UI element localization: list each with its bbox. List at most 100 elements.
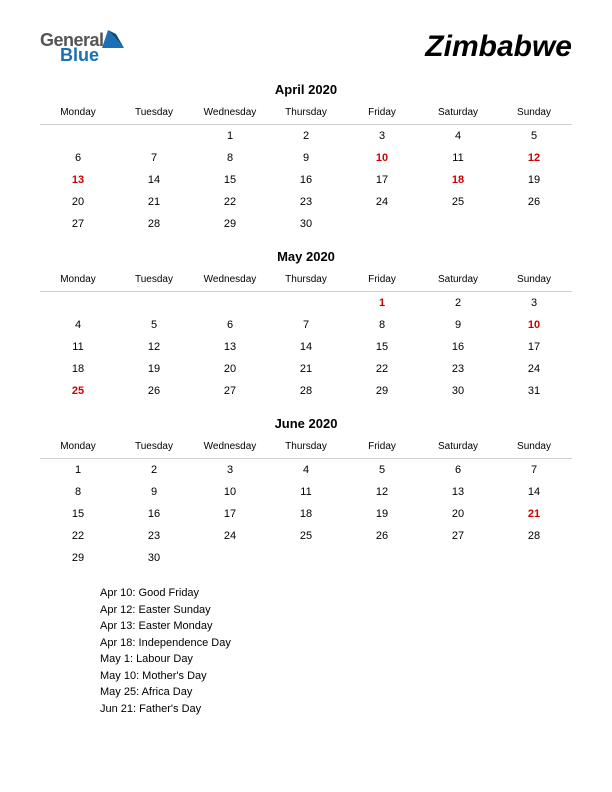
calendar-day-cell: 19 xyxy=(344,503,420,525)
calendar-week-row: 20212223242526 xyxy=(40,191,572,213)
calendar-day-cell xyxy=(268,547,344,569)
calendar-day-cell: 18 xyxy=(268,503,344,525)
calendar-day-cell: 22 xyxy=(192,191,268,213)
calendar-table: MondayTuesdayWednesdayThursdayFridaySatu… xyxy=(40,103,572,235)
calendar-day-cell: 9 xyxy=(420,314,496,336)
logo-triangle-icon xyxy=(102,30,124,48)
calendar-day-cell: 2 xyxy=(116,459,192,482)
calendar-day-cell: 14 xyxy=(496,481,572,503)
logo-blue-text: Blue xyxy=(60,47,104,64)
calendar-day-cell xyxy=(40,125,116,148)
calendar-day-cell: 1 xyxy=(40,459,116,482)
calendar-day-cell: 21 xyxy=(496,503,572,525)
holiday-item: Apr 10: Good Friday xyxy=(100,585,572,602)
calendar-day-cell xyxy=(420,213,496,235)
calendar-day-cell: 7 xyxy=(116,147,192,169)
calendar-day-cell: 17 xyxy=(344,169,420,191)
weekday-header: Thursday xyxy=(268,103,344,125)
calendar-day-cell: 9 xyxy=(116,481,192,503)
calendar-day-cell xyxy=(496,213,572,235)
calendar-day-cell: 27 xyxy=(192,380,268,402)
calendar-day-cell: 6 xyxy=(420,459,496,482)
logo-text: General Blue xyxy=(40,32,104,64)
calendar-day-cell: 26 xyxy=(344,525,420,547)
holiday-item: May 1: Labour Day xyxy=(100,651,572,668)
calendar-day-cell: 1 xyxy=(344,292,420,315)
calendar-day-cell xyxy=(116,125,192,148)
calendar-day-cell: 17 xyxy=(496,336,572,358)
calendar-day-cell: 26 xyxy=(496,191,572,213)
calendar-day-cell: 23 xyxy=(268,191,344,213)
weekday-header: Wednesday xyxy=(192,437,268,459)
calendar-day-cell: 12 xyxy=(116,336,192,358)
calendar-day-cell: 20 xyxy=(192,358,268,380)
calendar-day-cell: 17 xyxy=(192,503,268,525)
calendar-day-cell: 26 xyxy=(116,380,192,402)
calendar-day-cell xyxy=(40,292,116,315)
calendar-day-cell: 6 xyxy=(40,147,116,169)
calendar-day-cell xyxy=(344,213,420,235)
weekday-header: Sunday xyxy=(496,103,572,125)
weekday-header: Sunday xyxy=(496,270,572,292)
weekday-header: Tuesday xyxy=(116,103,192,125)
calendar-day-cell: 7 xyxy=(496,459,572,482)
calendar-week-row: 13141516171819 xyxy=(40,169,572,191)
calendar-day-cell: 11 xyxy=(420,147,496,169)
calendar-day-cell: 3 xyxy=(496,292,572,315)
weekday-header: Saturday xyxy=(420,103,496,125)
weekday-header: Thursday xyxy=(268,270,344,292)
calendar-day-cell: 5 xyxy=(344,459,420,482)
holiday-item: Jun 21: Father's Day xyxy=(100,701,572,718)
calendar-day-cell: 19 xyxy=(116,358,192,380)
calendar-day-cell xyxy=(268,292,344,315)
calendar-day-cell: 4 xyxy=(268,459,344,482)
holiday-item: May 10: Mother's Day xyxy=(100,668,572,685)
calendar-day-cell: 29 xyxy=(192,213,268,235)
calendar-table: MondayTuesdayWednesdayThursdayFridaySatu… xyxy=(40,270,572,402)
calendar-week-row: 22232425262728 xyxy=(40,525,572,547)
logo: General Blue xyxy=(40,30,124,64)
calendar-day-cell: 4 xyxy=(420,125,496,148)
calendar-day-cell: 10 xyxy=(496,314,572,336)
calendar-day-cell: 24 xyxy=(344,191,420,213)
calendar-day-cell: 3 xyxy=(192,459,268,482)
calendar-week-row: 15161718192021 xyxy=(40,503,572,525)
calendar-day-cell: 21 xyxy=(268,358,344,380)
calendar-day-cell: 10 xyxy=(344,147,420,169)
calendar-day-cell: 13 xyxy=(192,336,268,358)
month-title: May 2020 xyxy=(40,249,572,264)
calendar-month: May 2020 MondayTuesdayWednesdayThursdayFr… xyxy=(40,249,572,402)
calendar-day-cell: 25 xyxy=(420,191,496,213)
calendar-day-cell: 5 xyxy=(496,125,572,148)
calendar-day-cell: 9 xyxy=(268,147,344,169)
calendar-day-cell: 30 xyxy=(420,380,496,402)
calendar-table: MondayTuesdayWednesdayThursdayFridaySatu… xyxy=(40,437,572,569)
calendar-week-row: 11121314151617 xyxy=(40,336,572,358)
calendar-day-cell: 27 xyxy=(40,213,116,235)
calendar-week-row: 123 xyxy=(40,292,572,315)
calendar-week-row: 1234567 xyxy=(40,459,572,482)
weekday-header: Saturday xyxy=(420,437,496,459)
calendar-day-cell: 4 xyxy=(40,314,116,336)
calendar-day-cell xyxy=(116,292,192,315)
weekday-header: Monday xyxy=(40,103,116,125)
calendar-day-cell: 15 xyxy=(192,169,268,191)
calendar-week-row: 12345 xyxy=(40,125,572,148)
holiday-item: Apr 12: Easter Sunday xyxy=(100,602,572,619)
calendar-day-cell: 14 xyxy=(268,336,344,358)
calendar-day-cell: 20 xyxy=(40,191,116,213)
calendar-week-row: 45678910 xyxy=(40,314,572,336)
calendar-day-cell: 11 xyxy=(268,481,344,503)
holiday-list: Apr 10: Good FridayApr 12: Easter Sunday… xyxy=(40,585,572,717)
calendar-day-cell: 24 xyxy=(192,525,268,547)
calendar-day-cell: 5 xyxy=(116,314,192,336)
month-title: June 2020 xyxy=(40,416,572,431)
calendar-day-cell: 29 xyxy=(40,547,116,569)
calendar-day-cell: 8 xyxy=(40,481,116,503)
holiday-item: Apr 18: Independence Day xyxy=(100,635,572,652)
holiday-item: May 25: Africa Day xyxy=(100,684,572,701)
calendar-day-cell: 13 xyxy=(420,481,496,503)
calendar-day-cell: 1 xyxy=(192,125,268,148)
weekday-header: Wednesday xyxy=(192,103,268,125)
calendar-day-cell: 21 xyxy=(116,191,192,213)
